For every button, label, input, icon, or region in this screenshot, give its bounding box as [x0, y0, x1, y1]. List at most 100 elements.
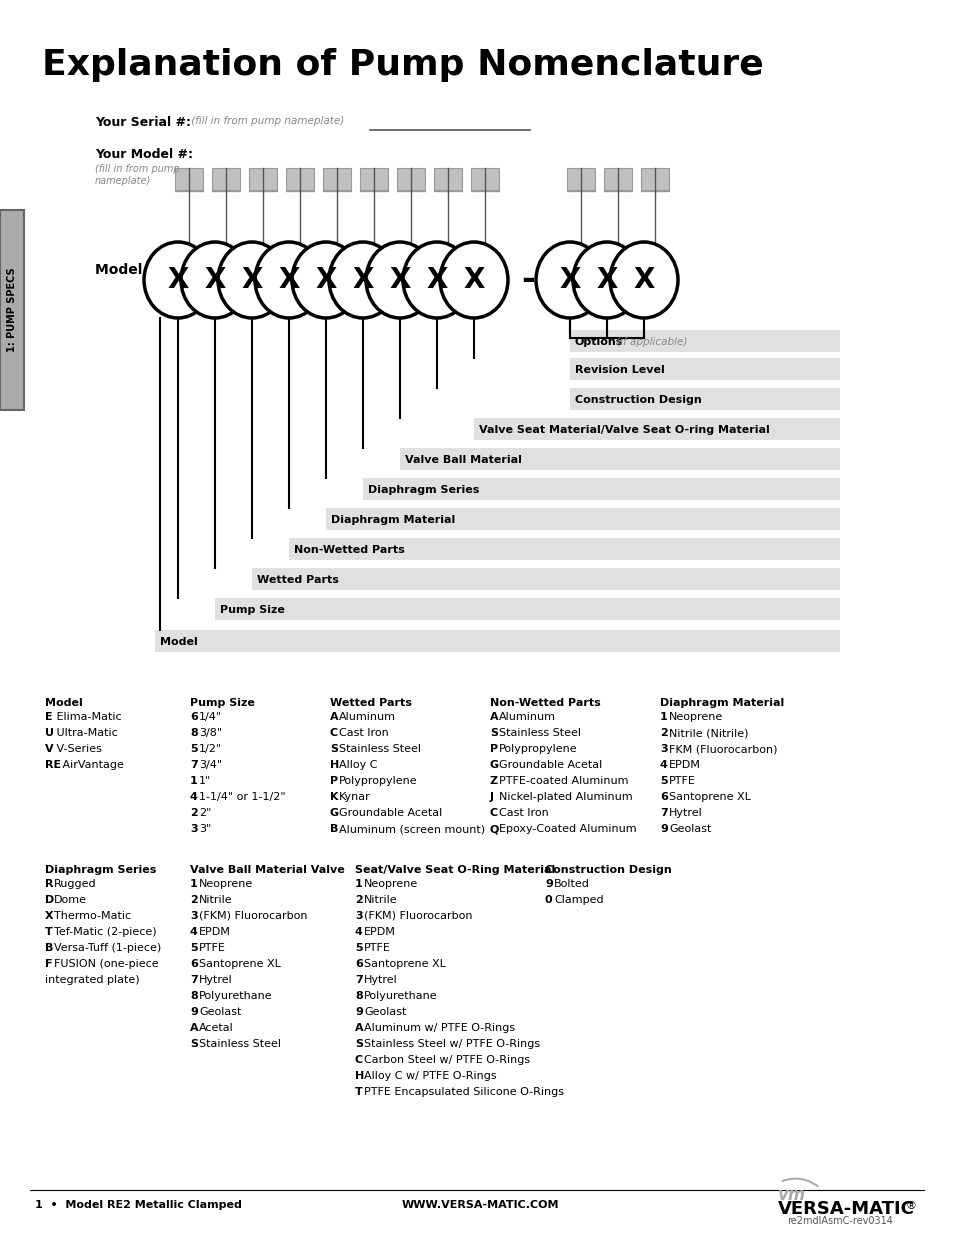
Text: Alloy C w/ PTFE O-Rings: Alloy C w/ PTFE O-Rings	[364, 1071, 497, 1081]
Text: 6: 6	[355, 960, 362, 969]
Text: 7: 7	[355, 974, 362, 986]
Text: Hytrel: Hytrel	[668, 808, 702, 818]
Text: Valve Ball Material Valve: Valve Ball Material Valve	[190, 864, 344, 876]
Text: Geolast: Geolast	[668, 824, 711, 834]
FancyBboxPatch shape	[0, 210, 24, 410]
Text: 1/2": 1/2"	[199, 743, 222, 755]
Text: 9: 9	[659, 824, 667, 834]
Ellipse shape	[573, 242, 640, 317]
Text: 5: 5	[190, 743, 197, 755]
Text: 0: 0	[544, 895, 552, 905]
Text: Ultra-Matic: Ultra-Matic	[53, 727, 117, 739]
Ellipse shape	[366, 242, 434, 317]
Text: Diaphragm Series: Diaphragm Series	[368, 485, 478, 495]
Text: PTFE: PTFE	[364, 944, 391, 953]
Text: S: S	[190, 1039, 198, 1049]
Text: T: T	[45, 927, 52, 937]
Text: (FKM) Fluorocarbon: (FKM) Fluorocarbon	[199, 911, 307, 921]
Bar	[286, 168, 314, 190]
Text: Nitrile (Nitrile): Nitrile (Nitrile)	[668, 727, 748, 739]
Text: 7: 7	[190, 974, 197, 986]
Text: Geolast: Geolast	[199, 1007, 241, 1016]
Text: G: G	[330, 808, 338, 818]
Text: X: X	[463, 266, 484, 294]
Text: 1": 1"	[199, 776, 211, 785]
Bar	[566, 168, 595, 190]
Text: 4: 4	[190, 792, 197, 802]
Text: Construction Design: Construction Design	[575, 395, 701, 405]
Text: X: X	[352, 266, 374, 294]
Text: G: G	[490, 760, 498, 769]
Text: S: S	[490, 727, 497, 739]
Ellipse shape	[292, 242, 359, 317]
Text: V-Series: V-Series	[53, 743, 102, 755]
Text: Non-Wetted Parts: Non-Wetted Parts	[294, 545, 404, 555]
Text: Q: Q	[490, 824, 498, 834]
Text: 4: 4	[355, 927, 362, 937]
Text: Wetted Parts: Wetted Parts	[256, 576, 338, 585]
Text: PTFE-coated Aluminum: PTFE-coated Aluminum	[498, 776, 628, 785]
Ellipse shape	[439, 242, 507, 317]
Text: 1: 1	[659, 713, 667, 722]
Text: Neoprene: Neoprene	[364, 879, 417, 889]
Bar	[569, 388, 840, 410]
Text: Geolast: Geolast	[364, 1007, 406, 1016]
Text: Hytrel: Hytrel	[199, 974, 233, 986]
Text: 1: 1	[190, 776, 197, 785]
Text: Model: Model	[160, 637, 197, 647]
Text: 2: 2	[190, 808, 197, 818]
Text: 1  •  Model RE2 Metallic Clamped: 1 • Model RE2 Metallic Clamped	[35, 1200, 242, 1210]
Text: T: T	[355, 1087, 362, 1097]
Bar	[363, 478, 840, 500]
Text: B: B	[45, 944, 53, 953]
Text: Santoprene XL: Santoprene XL	[199, 960, 280, 969]
Text: 8: 8	[190, 990, 197, 1002]
Text: Non-Wetted Parts: Non-Wetted Parts	[490, 698, 600, 708]
Text: Aluminum: Aluminum	[338, 713, 395, 722]
Text: Groundable Acetal: Groundable Acetal	[498, 760, 601, 769]
Text: 3: 3	[355, 911, 362, 921]
Text: 2": 2"	[199, 808, 212, 818]
Text: Pump Size: Pump Size	[190, 698, 254, 708]
Text: Diaphragm Material: Diaphragm Material	[331, 515, 455, 525]
Text: Model #:: Model #:	[95, 263, 164, 277]
Text: X: X	[389, 266, 410, 294]
Text: Your Model #:: Your Model #:	[95, 148, 193, 161]
Text: (FKM) Fluorocarbon: (FKM) Fluorocarbon	[364, 911, 472, 921]
Text: Polyurethane: Polyurethane	[364, 990, 437, 1002]
Text: 3: 3	[190, 824, 197, 834]
Text: 1: PUMP SPECS: 1: PUMP SPECS	[7, 268, 17, 352]
Ellipse shape	[254, 242, 323, 317]
Text: 5: 5	[355, 944, 362, 953]
Text: 3: 3	[190, 911, 197, 921]
Text: -: -	[520, 263, 535, 296]
Text: Alloy C: Alloy C	[338, 760, 377, 769]
Ellipse shape	[218, 242, 286, 317]
Text: integrated plate): integrated plate)	[45, 974, 139, 986]
Text: C: C	[490, 808, 497, 818]
Bar	[323, 168, 351, 190]
Text: Polypropylene: Polypropylene	[498, 743, 577, 755]
Text: Stainless Steel w/ PTFE O-Rings: Stainless Steel w/ PTFE O-Rings	[364, 1039, 539, 1049]
Text: Epoxy-Coated Aluminum: Epoxy-Coated Aluminum	[498, 824, 636, 834]
Text: Polyurethane: Polyurethane	[199, 990, 273, 1002]
Bar	[249, 168, 276, 190]
Text: 4: 4	[190, 927, 197, 937]
Text: 6: 6	[659, 792, 667, 802]
Bar	[603, 168, 631, 190]
Text: Revision Level: Revision Level	[575, 366, 664, 375]
Ellipse shape	[329, 242, 396, 317]
Text: Aluminum: Aluminum	[498, 713, 556, 722]
Text: R: R	[45, 879, 53, 889]
Text: VERSA-MATIC: VERSA-MATIC	[778, 1200, 914, 1218]
Text: A: A	[190, 1023, 198, 1032]
Text: RE: RE	[45, 760, 61, 769]
Text: Seat/Valve Seat O-Ring Material: Seat/Valve Seat O-Ring Material	[355, 864, 555, 876]
Text: 8: 8	[355, 990, 362, 1002]
Text: Stainless Steel: Stainless Steel	[338, 743, 420, 755]
Text: 9: 9	[355, 1007, 362, 1016]
Text: PTFE: PTFE	[199, 944, 226, 953]
Ellipse shape	[609, 242, 678, 317]
Bar	[214, 598, 840, 620]
Text: Nitrile: Nitrile	[199, 895, 233, 905]
